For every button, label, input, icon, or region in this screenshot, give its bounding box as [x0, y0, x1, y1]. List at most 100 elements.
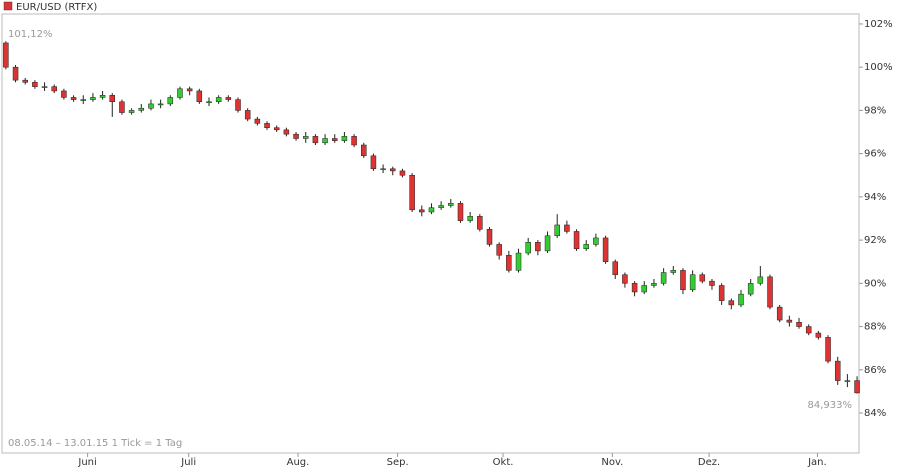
candle-body: [515, 252, 522, 271]
candle-body: [322, 138, 328, 144]
candle-body: [264, 123, 270, 128]
candle-body: [718, 285, 725, 301]
candle-body: [486, 229, 493, 245]
candle-body: [138, 107, 145, 111]
candle-body: [225, 97, 232, 100]
candle-body: [689, 274, 696, 291]
candle-body: [109, 95, 116, 103]
candle-body: [186, 88, 193, 92]
candle-body: [699, 274, 706, 282]
candle-body: [438, 205, 444, 208]
candle-body: [680, 270, 686, 291]
candle-body: [815, 332, 822, 338]
candle-body: [612, 261, 618, 275]
candle-body: [535, 242, 541, 252]
candle-body: [554, 224, 560, 237]
candle-body: [496, 244, 502, 256]
x-tick-label: Aug.: [287, 457, 310, 468]
candle-body: [834, 360, 841, 381]
candle-body: [631, 283, 638, 293]
candle-body: [167, 97, 174, 105]
candle-body: [61, 90, 67, 98]
candle-body: [825, 337, 831, 362]
plot-frame: [1, 13, 860, 454]
y-tick-label: 102%: [864, 19, 893, 30]
candle-body: [351, 136, 357, 146]
candle-body: [196, 90, 203, 103]
candle-body: [22, 79, 28, 83]
candle-body: [32, 82, 38, 87]
candle-body: [738, 293, 744, 306]
x-tick-label: Dez.: [698, 457, 720, 468]
y-tick-label: 84%: [864, 408, 886, 419]
candle-body: [157, 103, 164, 106]
x-tick-label: Juli: [180, 457, 196, 468]
candle-body: [651, 283, 657, 286]
candle-body: [506, 254, 512, 271]
candle-body: [3, 42, 9, 68]
x-tick-label: Juni: [77, 457, 96, 468]
y-tick-label: 98%: [864, 105, 886, 116]
candle-body: [399, 170, 406, 176]
candle-body: [428, 207, 435, 213]
candle-body: [254, 118, 261, 124]
candle-body: [244, 110, 251, 120]
candle-body: [380, 168, 386, 171]
y-tick-label: 100%: [864, 62, 893, 73]
candle-body: [525, 242, 531, 254]
candle-body: [215, 97, 222, 103]
candle-body: [283, 129, 290, 135]
candle-body: [409, 174, 415, 211]
annotation: 101,12%: [8, 29, 53, 40]
candle-body: [457, 203, 464, 221]
x-tick-label: Sep.: [387, 457, 409, 468]
x-tick-label: Jan.: [807, 457, 827, 468]
candle-body: [70, 97, 77, 100]
candle-body: [293, 133, 299, 139]
candle-body: [593, 237, 599, 245]
candle-body: [235, 99, 241, 111]
candle-body: [670, 270, 677, 273]
candle-body: [331, 138, 338, 141]
candle-body: [12, 66, 19, 81]
candle-body: [641, 285, 648, 293]
candle-body: [844, 380, 851, 382]
candle-body: [467, 216, 473, 221]
candle-body: [312, 136, 319, 144]
candle-body: [361, 144, 367, 157]
candle-body: [51, 86, 57, 92]
candle-body: [302, 136, 309, 139]
x-tick-label: Nov.: [601, 457, 623, 468]
candle-body: [273, 127, 280, 131]
candle-body: [747, 283, 754, 295]
candle-body: [41, 86, 48, 88]
candle-body: [419, 209, 425, 213]
candle-body: [80, 99, 87, 101]
candle-body: [119, 101, 125, 113]
y-tick-label: 90%: [864, 278, 886, 289]
y-tick-label: 94%: [864, 192, 886, 203]
legend-swatch: [3, 1, 13, 11]
candle-body: [206, 101, 212, 104]
y-tick-label: 86%: [864, 365, 886, 376]
candle-body: [99, 95, 106, 98]
candle-body: [660, 272, 667, 284]
candle-body: [786, 319, 793, 323]
candle-body: [90, 97, 96, 100]
y-tick-label: 92%: [864, 235, 886, 246]
candle-body: [622, 274, 628, 284]
footer: 08.05.14 – 13.01.15 1 Tick = 1 Tag: [8, 438, 182, 449]
candle-body: [370, 155, 377, 170]
y-tick-label: 96%: [864, 149, 886, 160]
candle-body: [477, 216, 483, 230]
chart-title: EUR/USD (RTFX): [16, 2, 97, 13]
candle-body: [854, 380, 860, 394]
annotation: 84,933%: [808, 400, 853, 411]
candle-body: [757, 276, 764, 284]
candle-body: [796, 321, 802, 327]
candle-body: [341, 136, 348, 141]
candle-body: [602, 237, 609, 262]
candle-body: [776, 306, 783, 321]
x-tick-label: Okt.: [493, 457, 514, 468]
candle-body: [564, 224, 570, 232]
